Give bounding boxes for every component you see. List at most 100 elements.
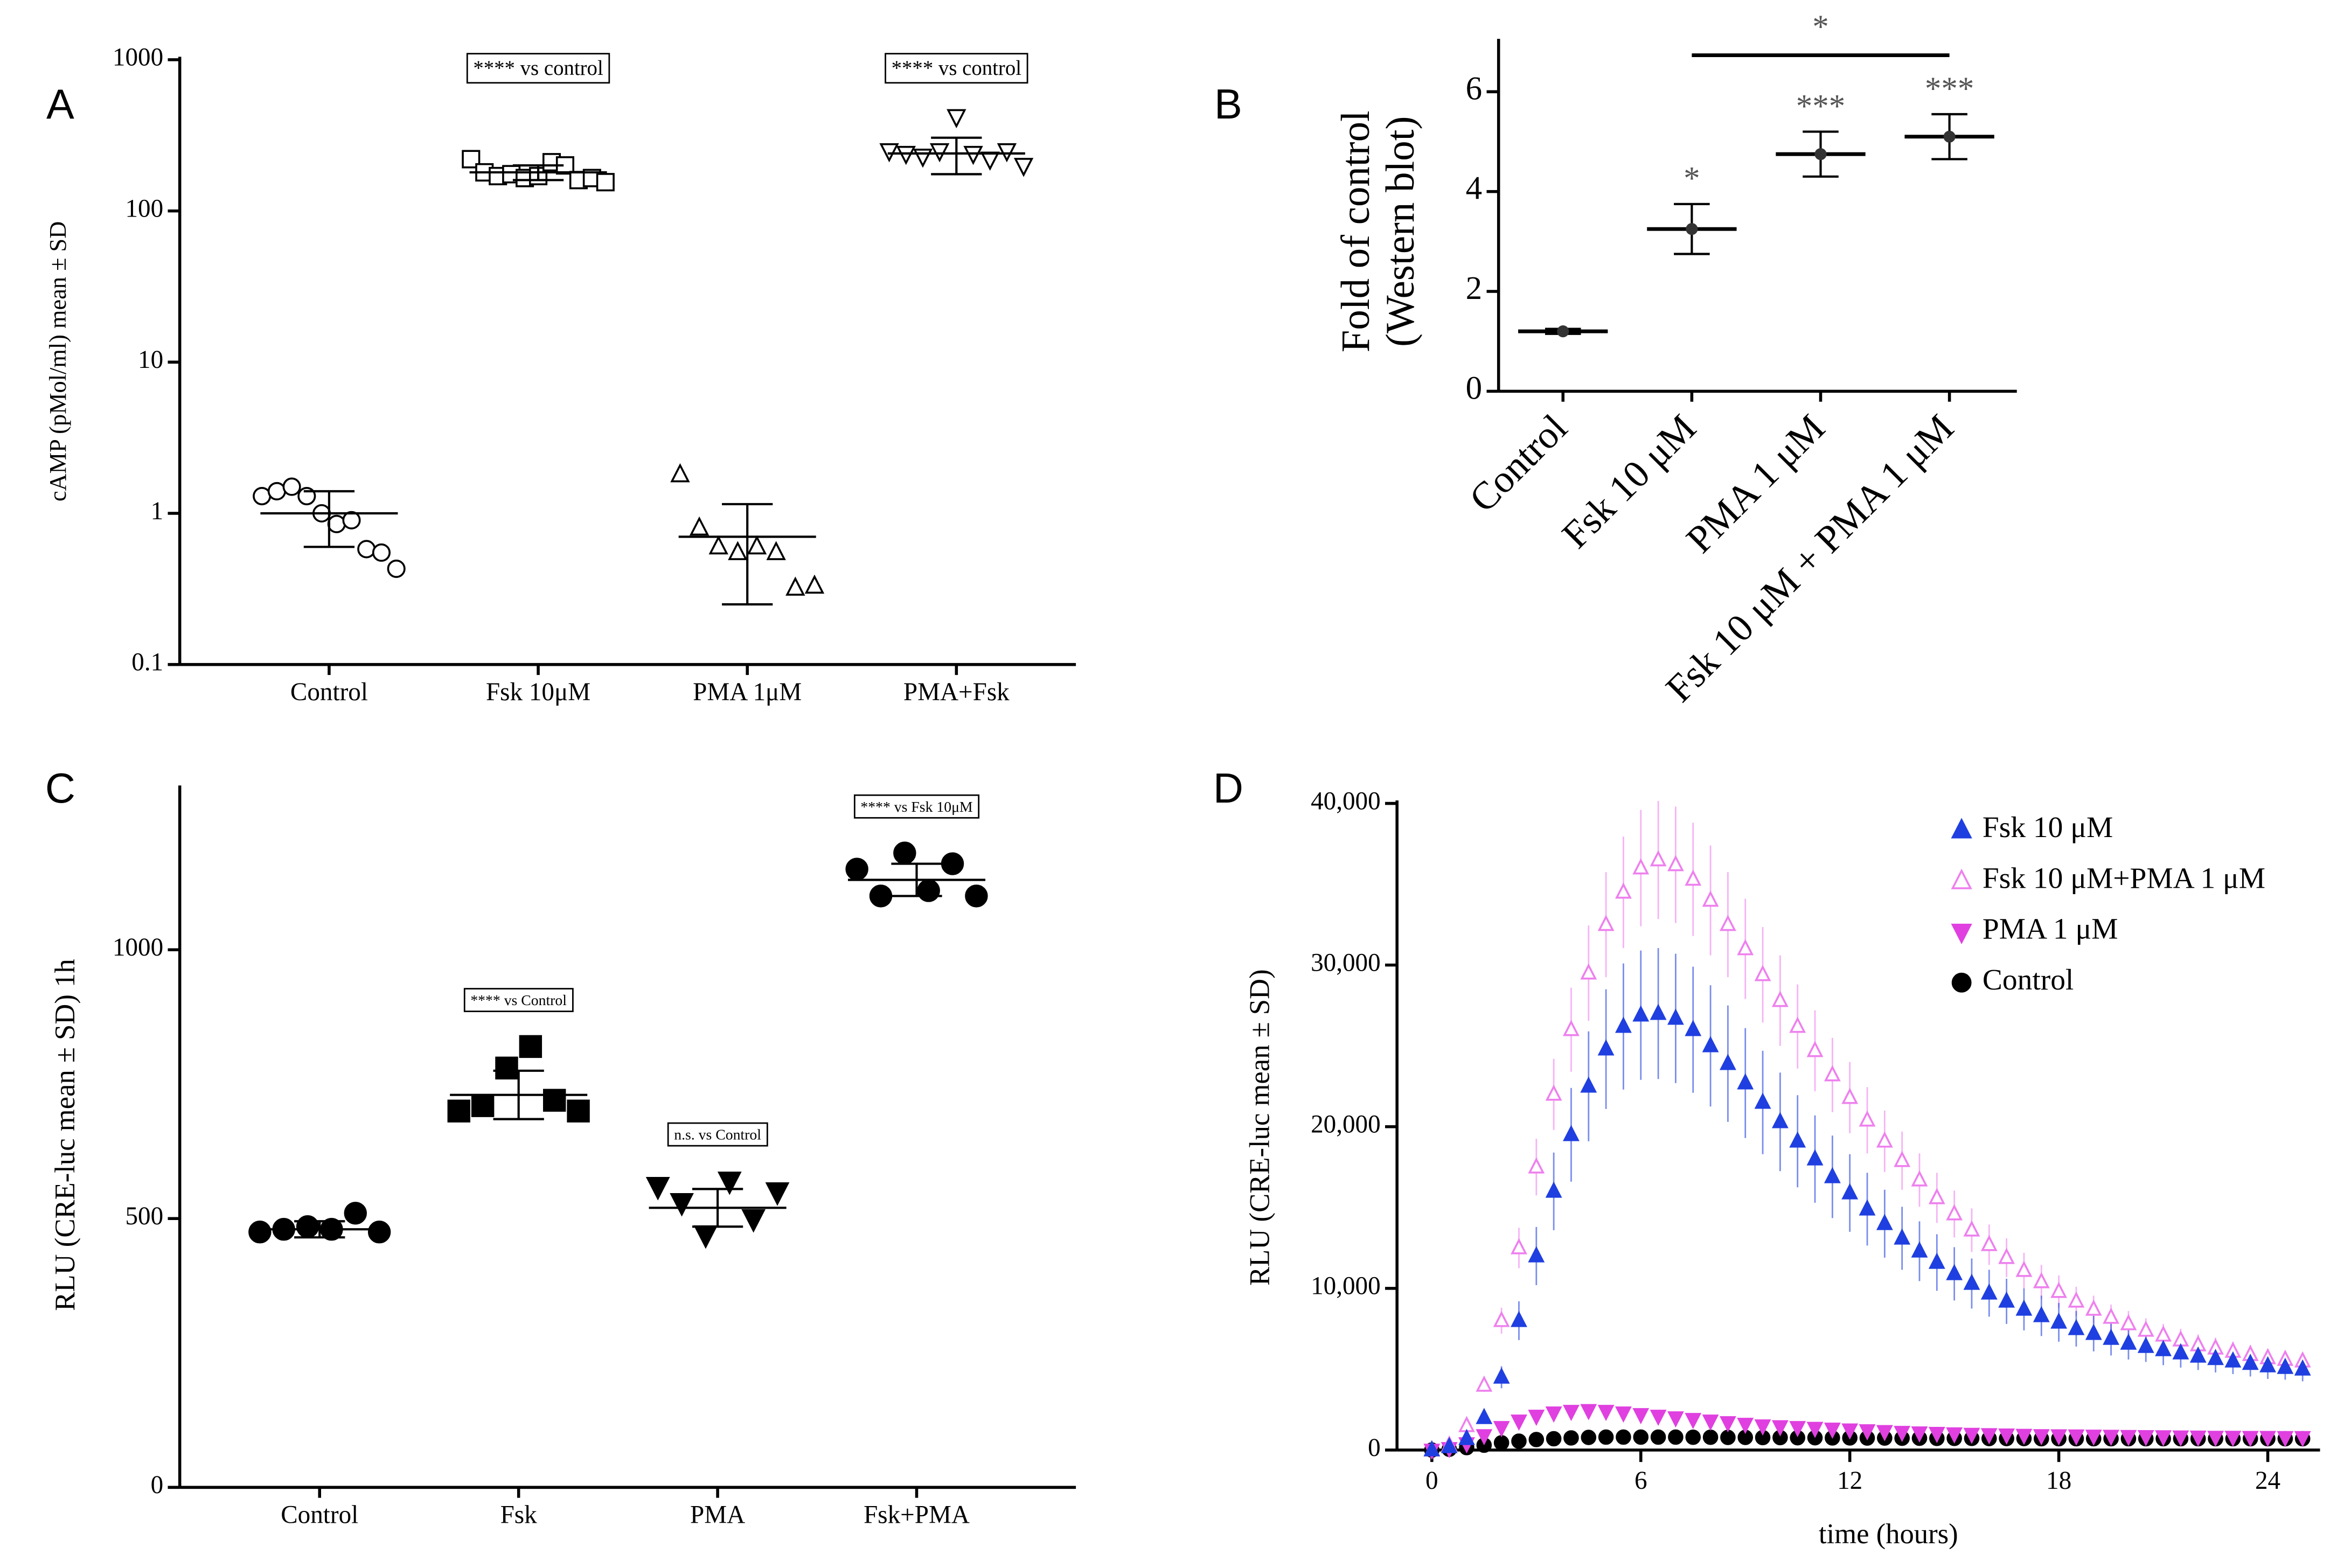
- point: [804, 574, 825, 594]
- point: [1476, 1407, 1493, 1424]
- point: [963, 145, 983, 165]
- point: [2277, 1357, 2294, 1374]
- x-tick-label: PMA 1μM: [693, 678, 802, 706]
- x-tick-label: PMA: [690, 1501, 745, 1529]
- point: [766, 541, 786, 560]
- point: [913, 149, 933, 168]
- point: [2242, 1431, 2259, 1447]
- point: [282, 477, 301, 496]
- panel-letter: C: [45, 765, 75, 812]
- y-tick-label: 0: [151, 1471, 164, 1499]
- y-axis-label: Fold of control: [1333, 110, 1378, 352]
- y-tick-label: 30,000: [1311, 949, 1381, 977]
- point: [717, 1172, 742, 1195]
- annotation-box: [667, 1122, 768, 1147]
- y-tick-label: 1000: [113, 933, 163, 961]
- point: [1824, 1065, 1841, 1082]
- point: [845, 858, 868, 881]
- point: [2172, 1343, 2189, 1360]
- point: [2085, 1299, 2102, 1316]
- point: [1980, 1283, 1998, 1300]
- point: [1946, 1264, 1963, 1280]
- x-tick-label: 0: [1425, 1467, 1438, 1495]
- point: [1737, 1418, 1754, 1434]
- point: [1615, 1406, 1632, 1423]
- point: [447, 1099, 470, 1123]
- x-tick-label: Fsk: [500, 1501, 538, 1529]
- point: [1632, 858, 1650, 875]
- point: [997, 143, 1017, 163]
- point: [1580, 1076, 1597, 1093]
- mean-point: [1943, 130, 1956, 143]
- point: [1597, 915, 1615, 931]
- point: [1824, 1167, 1841, 1183]
- point: [2137, 1320, 2154, 1337]
- x-tick-label: Control: [290, 678, 368, 706]
- y-axis-label: RLU (CRE-luc mean ± SD): [1244, 969, 1276, 1286]
- point: [1598, 1429, 1614, 1445]
- x-tick-label: 6: [1634, 1467, 1647, 1495]
- point: [896, 145, 916, 165]
- point: [2050, 1429, 2068, 1446]
- point: [1650, 1410, 1667, 1426]
- point: [947, 109, 966, 129]
- point: [342, 511, 361, 529]
- point: [1476, 1375, 1493, 1392]
- point: [253, 486, 272, 506]
- point: [519, 1035, 542, 1058]
- annotation: n.s. vs Control: [674, 1126, 761, 1143]
- point: [2137, 1430, 2154, 1447]
- point: [1545, 1406, 1562, 1423]
- point: [2242, 1354, 2259, 1370]
- panel-letter: D: [1213, 765, 1243, 812]
- point: [2155, 1340, 2172, 1356]
- y-tick-label: 20,000: [1311, 1111, 1381, 1139]
- point: [1998, 1248, 2015, 1264]
- annotation: **** vs control: [473, 57, 603, 80]
- point: [1841, 1088, 1859, 1104]
- point: [387, 559, 406, 578]
- point: [1702, 1414, 1719, 1431]
- point: [1771, 1420, 1789, 1437]
- point: [471, 1094, 495, 1117]
- point: [1511, 1433, 1527, 1449]
- point: [765, 1182, 790, 1206]
- point: [1963, 1427, 1980, 1444]
- point: [941, 852, 964, 875]
- y-tick-label: 500: [126, 1202, 164, 1230]
- annotation: **** vs Fsk 10μM: [860, 798, 972, 815]
- legend-label: Fsk 10 μM+PMA 1 μM: [1983, 861, 2265, 894]
- legend-marker: [1951, 923, 1972, 945]
- point: [2033, 1306, 2050, 1322]
- point: [2050, 1312, 2068, 1329]
- point: [1650, 1003, 1667, 1020]
- point: [1441, 1437, 1458, 1453]
- point: [1667, 1411, 1684, 1428]
- point: [2015, 1260, 2033, 1277]
- legend-marker: [1951, 972, 1972, 993]
- point: [1946, 1427, 1963, 1444]
- point: [2294, 1431, 2311, 1447]
- y-tick-label: 10,000: [1311, 1272, 1381, 1300]
- point: [1998, 1428, 2015, 1445]
- point: [567, 1099, 590, 1123]
- point: [1806, 1149, 1824, 1166]
- point: [1528, 1432, 1545, 1447]
- point: [645, 1177, 670, 1201]
- point: [1771, 991, 1789, 1007]
- y-tick-label: 0: [1368, 1434, 1381, 1462]
- point: [2137, 1336, 2154, 1353]
- point: [1911, 1426, 1928, 1443]
- point: [248, 1221, 272, 1244]
- point: [2259, 1431, 2276, 1447]
- point: [929, 143, 950, 163]
- point: [1685, 1429, 1701, 1445]
- x-tick-label: Control: [281, 1501, 358, 1529]
- point: [1685, 1020, 1702, 1036]
- point: [1013, 158, 1034, 177]
- point: [1493, 1421, 1510, 1438]
- panel-letter: A: [46, 81, 74, 128]
- point: [1511, 1238, 1527, 1255]
- x-tick-label: PMA+Fsk: [903, 678, 1010, 706]
